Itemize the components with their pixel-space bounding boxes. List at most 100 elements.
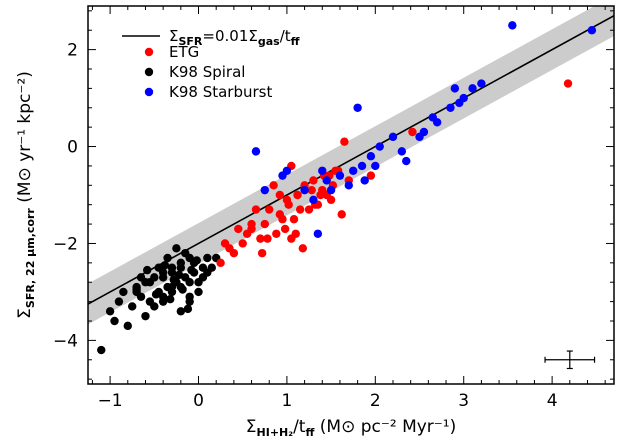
axis-ticks: −1 0 1 2 3 4 −4 −2 0 2 xyxy=(53,6,614,411)
x-axis-label: ΣHI+H₂/tff (M⊙ pc⁻² Myr⁻¹) xyxy=(246,417,456,439)
point-k98-starburst xyxy=(468,84,477,93)
point-k98-spiral xyxy=(187,265,196,275)
point-k98-spiral xyxy=(176,263,186,272)
point-etg xyxy=(408,127,417,137)
x-axis-title: ΣHI+H₂/tff (M⊙ pc⁻² Myr⁻¹) xyxy=(246,417,456,439)
point-k98-starburst xyxy=(251,147,261,156)
point-etg xyxy=(278,215,287,224)
legend-label-k98-spiral: K98 Spiral xyxy=(169,63,245,81)
point-k98-starburst xyxy=(349,166,358,175)
point-etg xyxy=(340,137,349,146)
y-axis-title: ΣSFR, 22 μm,corr (M⊙ yr⁻¹ kpc⁻²) xyxy=(15,71,37,319)
point-etg xyxy=(298,244,308,253)
point-etg xyxy=(216,258,225,268)
point-k98-spiral xyxy=(151,290,161,299)
legend-label-etg: ETG xyxy=(169,43,199,61)
legend-fit-part: =0.01Σ xyxy=(202,27,257,45)
point-k98-spiral xyxy=(167,268,177,277)
point-etg xyxy=(284,200,293,209)
x-tick-label: 0 xyxy=(193,391,204,411)
point-k98-spiral xyxy=(203,253,212,263)
point-k98-spiral xyxy=(169,275,178,285)
point-etg xyxy=(287,234,296,243)
point-etg xyxy=(316,190,325,200)
point-k98-starburst xyxy=(260,185,270,195)
point-k98-spiral xyxy=(128,302,137,311)
point-etg xyxy=(275,190,285,200)
point-k98-spiral xyxy=(166,294,175,304)
point-k98-starburst xyxy=(432,118,442,127)
y-axis-title-part: Σ xyxy=(15,308,35,319)
point-k98-spiral xyxy=(181,248,190,258)
point-k98-starburst xyxy=(309,195,318,205)
point-k98-starburst xyxy=(326,185,336,195)
point-k98-starburst xyxy=(402,156,411,166)
point-k98-starburst xyxy=(300,185,309,195)
data-points xyxy=(97,21,597,355)
point-etg xyxy=(257,248,267,258)
error-bar-marker xyxy=(544,350,596,370)
point-etg xyxy=(337,210,346,219)
point-k98-starburst xyxy=(278,171,287,180)
y-tick-label: −4 xyxy=(53,331,78,351)
point-k98-spiral xyxy=(114,297,124,306)
point-etg xyxy=(280,224,290,234)
y-tick-label: 0 xyxy=(67,138,78,158)
point-k98-spiral xyxy=(167,282,177,292)
point-k98-spiral xyxy=(123,321,132,331)
x-tick-label: 2 xyxy=(370,391,381,411)
point-etg xyxy=(256,234,265,243)
x-axis-title-part: ff xyxy=(305,426,314,439)
point-etg xyxy=(309,176,318,185)
legend-marker-k98-starburst xyxy=(144,87,154,97)
point-k98-spiral xyxy=(110,316,119,326)
y-tick-label: −2 xyxy=(53,234,78,254)
point-k98-spiral xyxy=(132,285,141,294)
point-etg xyxy=(238,239,247,248)
legend-fit-part: SFR xyxy=(178,35,202,48)
point-k98-starburst xyxy=(397,147,407,156)
point-k98-starburst xyxy=(366,152,376,161)
point-k98-starburst xyxy=(357,161,367,171)
y-axis-title-part: (M⊙ yr⁻¹ kpc⁻²) xyxy=(15,71,35,208)
x-axis-title-part: Σ xyxy=(246,417,257,437)
point-k98-starburst xyxy=(446,103,455,112)
point-etg xyxy=(265,205,274,214)
point-k98-starburst xyxy=(322,176,331,185)
point-k98-starburst xyxy=(360,176,369,185)
x-tick-label: 3 xyxy=(458,391,469,411)
point-etg xyxy=(263,234,272,243)
point-etg xyxy=(272,229,281,238)
point-k98-starburst xyxy=(318,166,327,175)
point-k98-spiral xyxy=(158,273,168,282)
point-k98-spiral xyxy=(194,287,203,297)
point-k98-spiral xyxy=(183,304,193,314)
fit-line xyxy=(88,14,614,305)
point-etg xyxy=(220,239,230,248)
point-etg xyxy=(293,190,302,200)
x-tick-label: 1 xyxy=(281,391,292,411)
point-k98-starburst xyxy=(388,132,398,142)
point-k98-spiral xyxy=(105,307,115,316)
legend-marker-etg xyxy=(144,47,154,57)
point-etg xyxy=(366,171,376,180)
point-k98-starburst xyxy=(371,161,380,171)
point-k98-starburst xyxy=(335,171,345,180)
point-k98-starburst xyxy=(587,26,597,35)
y-axis-title-part: SFR, 22 μm,corr xyxy=(24,208,37,308)
point-etg xyxy=(289,215,299,224)
point-k98-spiral xyxy=(97,345,106,355)
point-k98-starburst xyxy=(477,79,486,88)
point-k98-starburst xyxy=(353,103,362,112)
legend-fit-part: Σ xyxy=(169,27,178,45)
x-axis-title-part: /t xyxy=(293,417,306,437)
legend-fit-part: /t xyxy=(280,27,291,45)
point-etg xyxy=(234,224,243,234)
point-k98-spiral xyxy=(185,292,194,301)
point-k98-spiral xyxy=(185,278,194,287)
point-k98-spiral xyxy=(150,302,159,311)
x-tick-label: 4 xyxy=(547,391,558,411)
point-k98-starburst xyxy=(450,84,460,93)
y-axis-label: ΣSFR, 22 μm,corr (M⊙ yr⁻¹ kpc⁻²) xyxy=(15,71,37,319)
